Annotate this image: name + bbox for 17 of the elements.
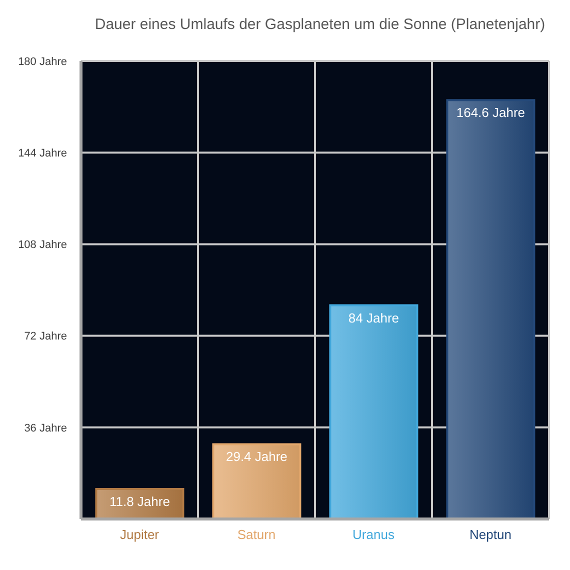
y-tick-label: 72 Jahre xyxy=(24,330,67,343)
data-label: 164.6 Jahre xyxy=(456,105,526,120)
bar xyxy=(212,443,302,519)
x-tick-label: Saturn xyxy=(237,527,276,542)
x-tick-label: Uranus xyxy=(352,527,395,542)
y-tick-label: 144 Jahre xyxy=(18,148,67,160)
x-tick-label: Neptun xyxy=(470,527,512,542)
y-tick-label: 108 Jahre xyxy=(18,239,67,252)
y-tick-label: 36 Jahre xyxy=(24,422,67,434)
data-label: 84 Jahre xyxy=(348,310,400,326)
x-tick-label: Jupiter xyxy=(120,527,160,542)
chart-title: Dauer eines Umlaufs der Gasplaneten um die Sonne (Planetenjahr) xyxy=(94,16,546,33)
y-tick-label: 180 Jahre xyxy=(18,56,67,68)
bar xyxy=(446,99,536,519)
data-label: 11.8 Jahre xyxy=(109,494,170,509)
bar xyxy=(329,304,418,519)
data-label: 29.4 Jahre xyxy=(226,449,288,464)
